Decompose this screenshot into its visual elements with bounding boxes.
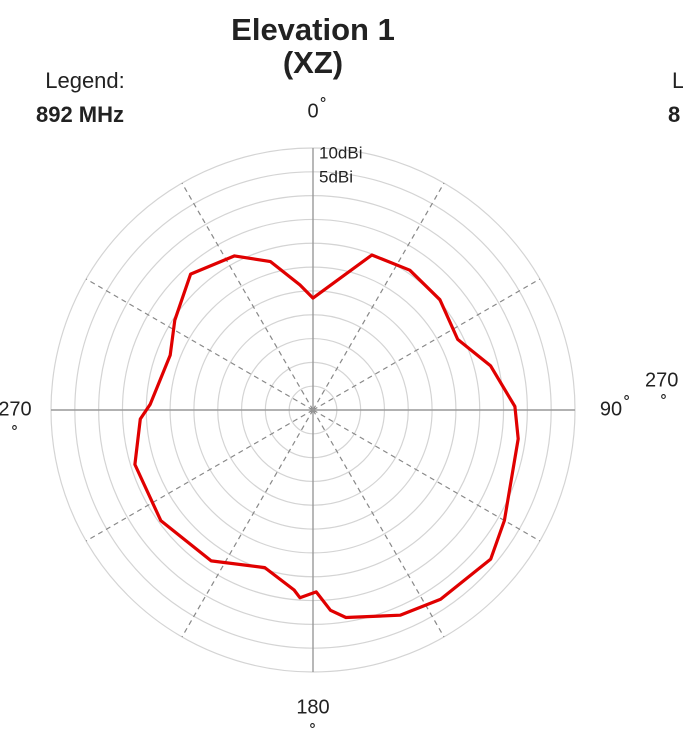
legend-entry: 892 MHz: [36, 102, 124, 127]
angle-label: 180: [296, 696, 329, 718]
cropped-text: 270: [645, 369, 678, 391]
r-tick-label: 5dBi: [319, 167, 353, 186]
cropped-text: ˚: [661, 393, 668, 415]
cropped-text: L: [672, 68, 683, 93]
spoke: [85, 409, 314, 542]
angle-unit: ˚: [320, 96, 327, 118]
angle-unit: ˚: [624, 394, 631, 416]
spoke: [312, 409, 445, 638]
spoke: [181, 182, 314, 411]
angle-unit: ˚: [12, 424, 19, 446]
angle-label: 0: [307, 100, 318, 122]
angle-unit: ˚: [310, 722, 317, 744]
angle-label: 270: [0, 398, 32, 420]
chart-title: (XZ): [283, 45, 343, 80]
spoke: [312, 278, 541, 411]
cropped-text: 8: [668, 102, 680, 127]
pattern-line: [133, 253, 520, 620]
spoke: [312, 182, 445, 411]
spoke: [181, 409, 314, 638]
angle-label: 90: [600, 398, 622, 420]
spoke: [312, 409, 541, 542]
legend-title: Legend:: [45, 68, 125, 93]
r-tick-label: 10dBi: [319, 143, 362, 162]
spoke: [85, 278, 314, 411]
chart-title: Elevation 1: [231, 12, 395, 47]
